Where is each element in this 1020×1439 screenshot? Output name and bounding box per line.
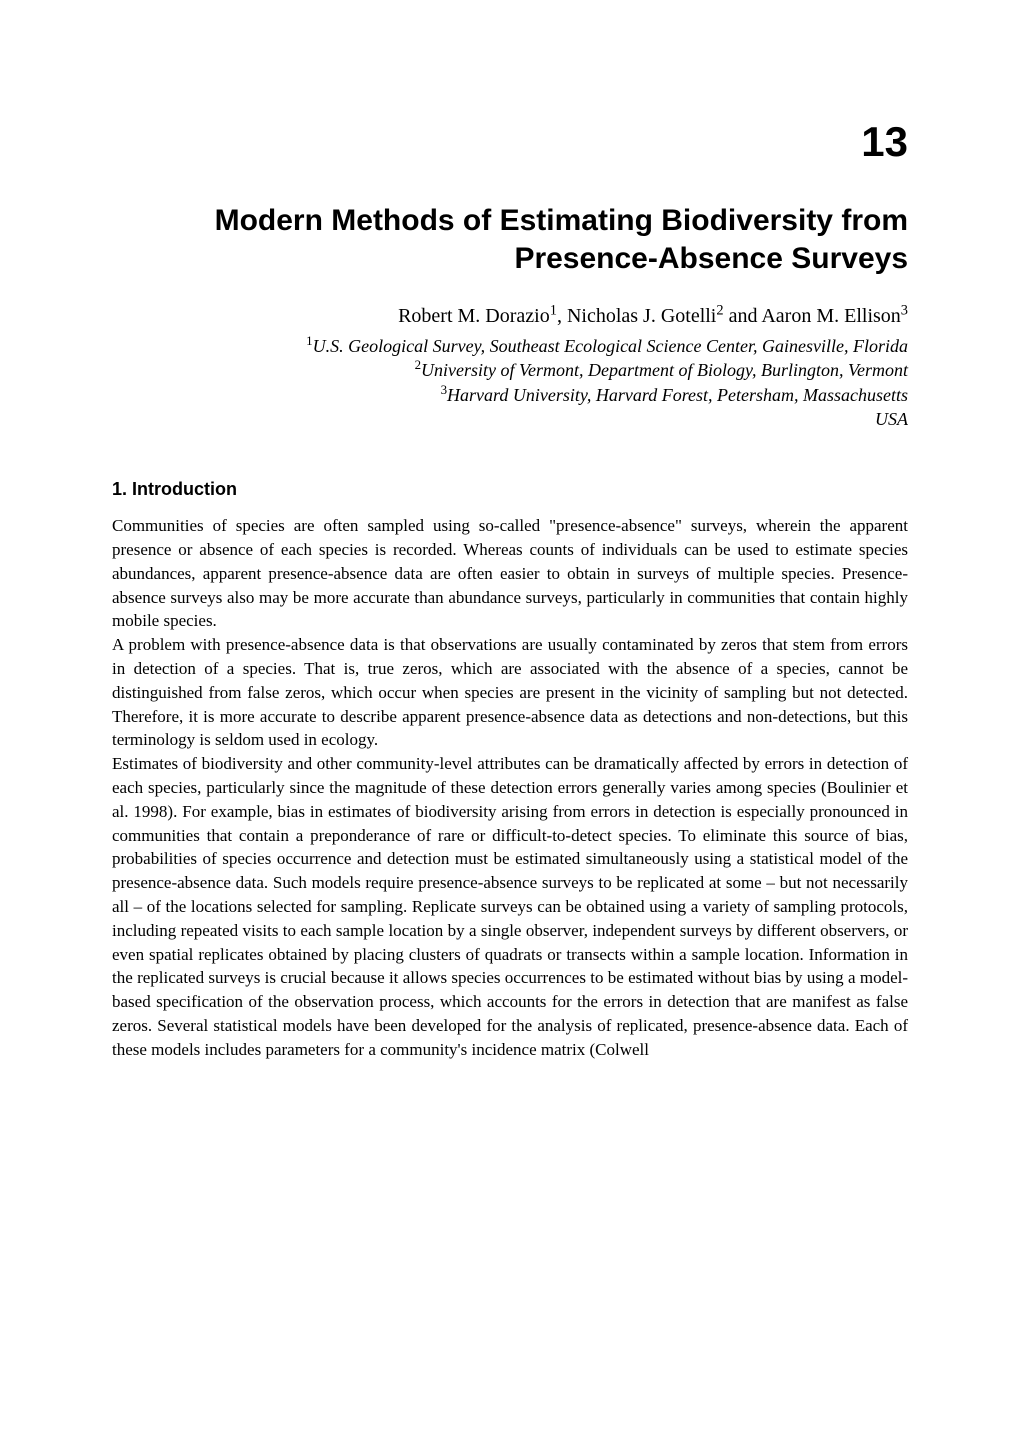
section-heading-intro: 1. Introduction [112,479,908,500]
chapter-title-line1: Modern Methods of Estimating Biodiversit… [215,204,908,237]
chapter-title-line2: Presence-Absence Surveys [514,242,908,275]
affil-3: Harvard University, Harvard Forest, Pete… [447,385,908,405]
body-text: Communities of species are often sampled… [112,514,908,1061]
affiliations: 1U.S. Geological Survey, Southeast Ecolo… [112,334,908,431]
paragraph-1: Communities of species are often sampled… [112,514,908,633]
authors-line: Robert M. Dorazio1, Nicholas J. Gotelli2… [112,305,908,328]
affil-4: USA [875,409,908,429]
chapter-title: Modern Methods of Estimating Biodiversit… [112,202,908,277]
affil-2: University of Vermont, Department of Bio… [421,360,908,380]
author-3-name: Aaron M. Ellison [761,305,900,327]
affil-1: U.S. Geological Survey, Southeast Ecolog… [313,336,908,356]
chapter-number: 13 [112,118,908,166]
page: 13 Modern Methods of Estimating Biodiver… [0,0,1020,1439]
author-sep-2: and [724,305,762,327]
author-1-name: Robert M. Dorazio [398,305,550,327]
author-2-name: Nicholas J. Gotelli [567,305,716,327]
author-1-sup: 1 [550,302,557,318]
paragraph-3: Estimates of biodiversity and other comm… [112,752,908,1061]
paragraph-2: A problem with presence-absence data is … [112,633,908,752]
author-2-sup: 2 [716,302,723,318]
author-3-sup: 3 [901,302,908,318]
author-sep-1: , [557,305,567,327]
